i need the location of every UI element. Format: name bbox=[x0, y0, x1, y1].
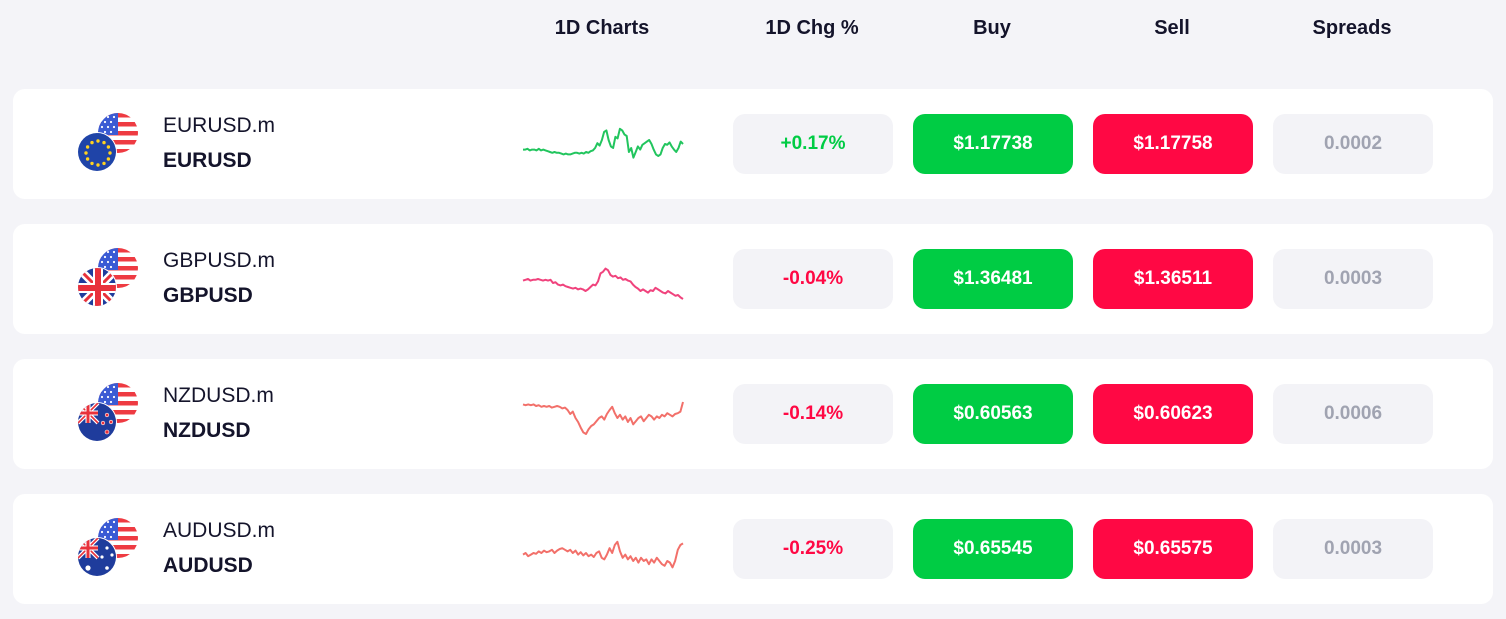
buy-button[interactable]: $1.17738 bbox=[913, 114, 1073, 174]
currency-pair-flags bbox=[77, 248, 139, 310]
change-badge: -0.14% bbox=[733, 384, 893, 444]
instrument-row-nzdusd[interactable]: NZDUSD.m NZDUSD -0.14% $0.60563 $0.60623… bbox=[13, 359, 1493, 469]
instrument-row-eurusd[interactable]: EURUSD.m EURUSD +0.17% $1.17738 $1.17758… bbox=[13, 89, 1493, 199]
eu-flag-icon bbox=[77, 132, 117, 172]
symbol-suffix-label: NZDUSD.m bbox=[163, 384, 274, 407]
header-spreads: Spreads bbox=[1312, 17, 1392, 39]
change-badge: -0.25% bbox=[733, 519, 893, 579]
sparkline-chart bbox=[522, 540, 684, 569]
sell-button[interactable]: $0.60623 bbox=[1093, 384, 1253, 444]
uk-flag-icon bbox=[77, 267, 117, 307]
nz-flag-icon bbox=[77, 402, 117, 442]
instrument-row-gbpusd[interactable]: GBPUSD.m GBPUSD -0.04% $1.36481 $1.36511… bbox=[13, 224, 1493, 334]
sparkline-chart bbox=[523, 127, 684, 159]
instrument-row-audusd[interactable]: AUDUSD.m AUDUSD -0.25% $0.65545 $0.65575… bbox=[13, 494, 1493, 604]
us-flag-icon bbox=[98, 518, 138, 558]
symbol-suffix-label: EURUSD.m bbox=[163, 114, 276, 137]
symbol-label: NZDUSD bbox=[163, 419, 251, 442]
symbol-suffix-label: AUDUSD.m bbox=[163, 519, 276, 542]
currency-pair-flags bbox=[77, 518, 139, 580]
us-flag-icon bbox=[98, 113, 138, 153]
currency-pair-flags bbox=[77, 383, 139, 445]
sparkline-chart bbox=[522, 267, 684, 300]
buy-button[interactable]: $1.36481 bbox=[913, 249, 1073, 309]
symbol-suffix-label: GBPUSD.m bbox=[163, 249, 276, 272]
symbol-label: AUDUSD bbox=[163, 554, 253, 577]
spread-value: 0.0006 bbox=[1273, 384, 1433, 444]
change-badge: -0.04% bbox=[733, 249, 893, 309]
sparkline-chart bbox=[522, 401, 684, 435]
au-flag-icon bbox=[77, 537, 117, 577]
header-1d-charts: 1D Charts bbox=[554, 17, 650, 39]
currency-pair-flags bbox=[77, 113, 139, 175]
sell-button[interactable]: $1.17758 bbox=[1093, 114, 1253, 174]
header-1d-change: 1D Chg % bbox=[765, 17, 859, 39]
spread-value: 0.0003 bbox=[1273, 249, 1433, 309]
change-badge: +0.17% bbox=[733, 114, 893, 174]
symbol-label: EURUSD bbox=[163, 149, 252, 172]
spread-value: 0.0002 bbox=[1273, 114, 1433, 174]
header-buy: Buy bbox=[973, 17, 1011, 39]
sell-button[interactable]: $1.36511 bbox=[1093, 249, 1253, 309]
spread-value: 0.0003 bbox=[1273, 519, 1433, 579]
table-header: 1D Charts 1D Chg % Buy Sell Spreads bbox=[0, 0, 1506, 60]
buy-button[interactable]: $0.60563 bbox=[913, 384, 1073, 444]
header-sell: Sell bbox=[1154, 17, 1190, 39]
buy-button[interactable]: $0.65545 bbox=[913, 519, 1073, 579]
sell-button[interactable]: $0.65575 bbox=[1093, 519, 1253, 579]
symbol-label: GBPUSD bbox=[163, 284, 253, 307]
